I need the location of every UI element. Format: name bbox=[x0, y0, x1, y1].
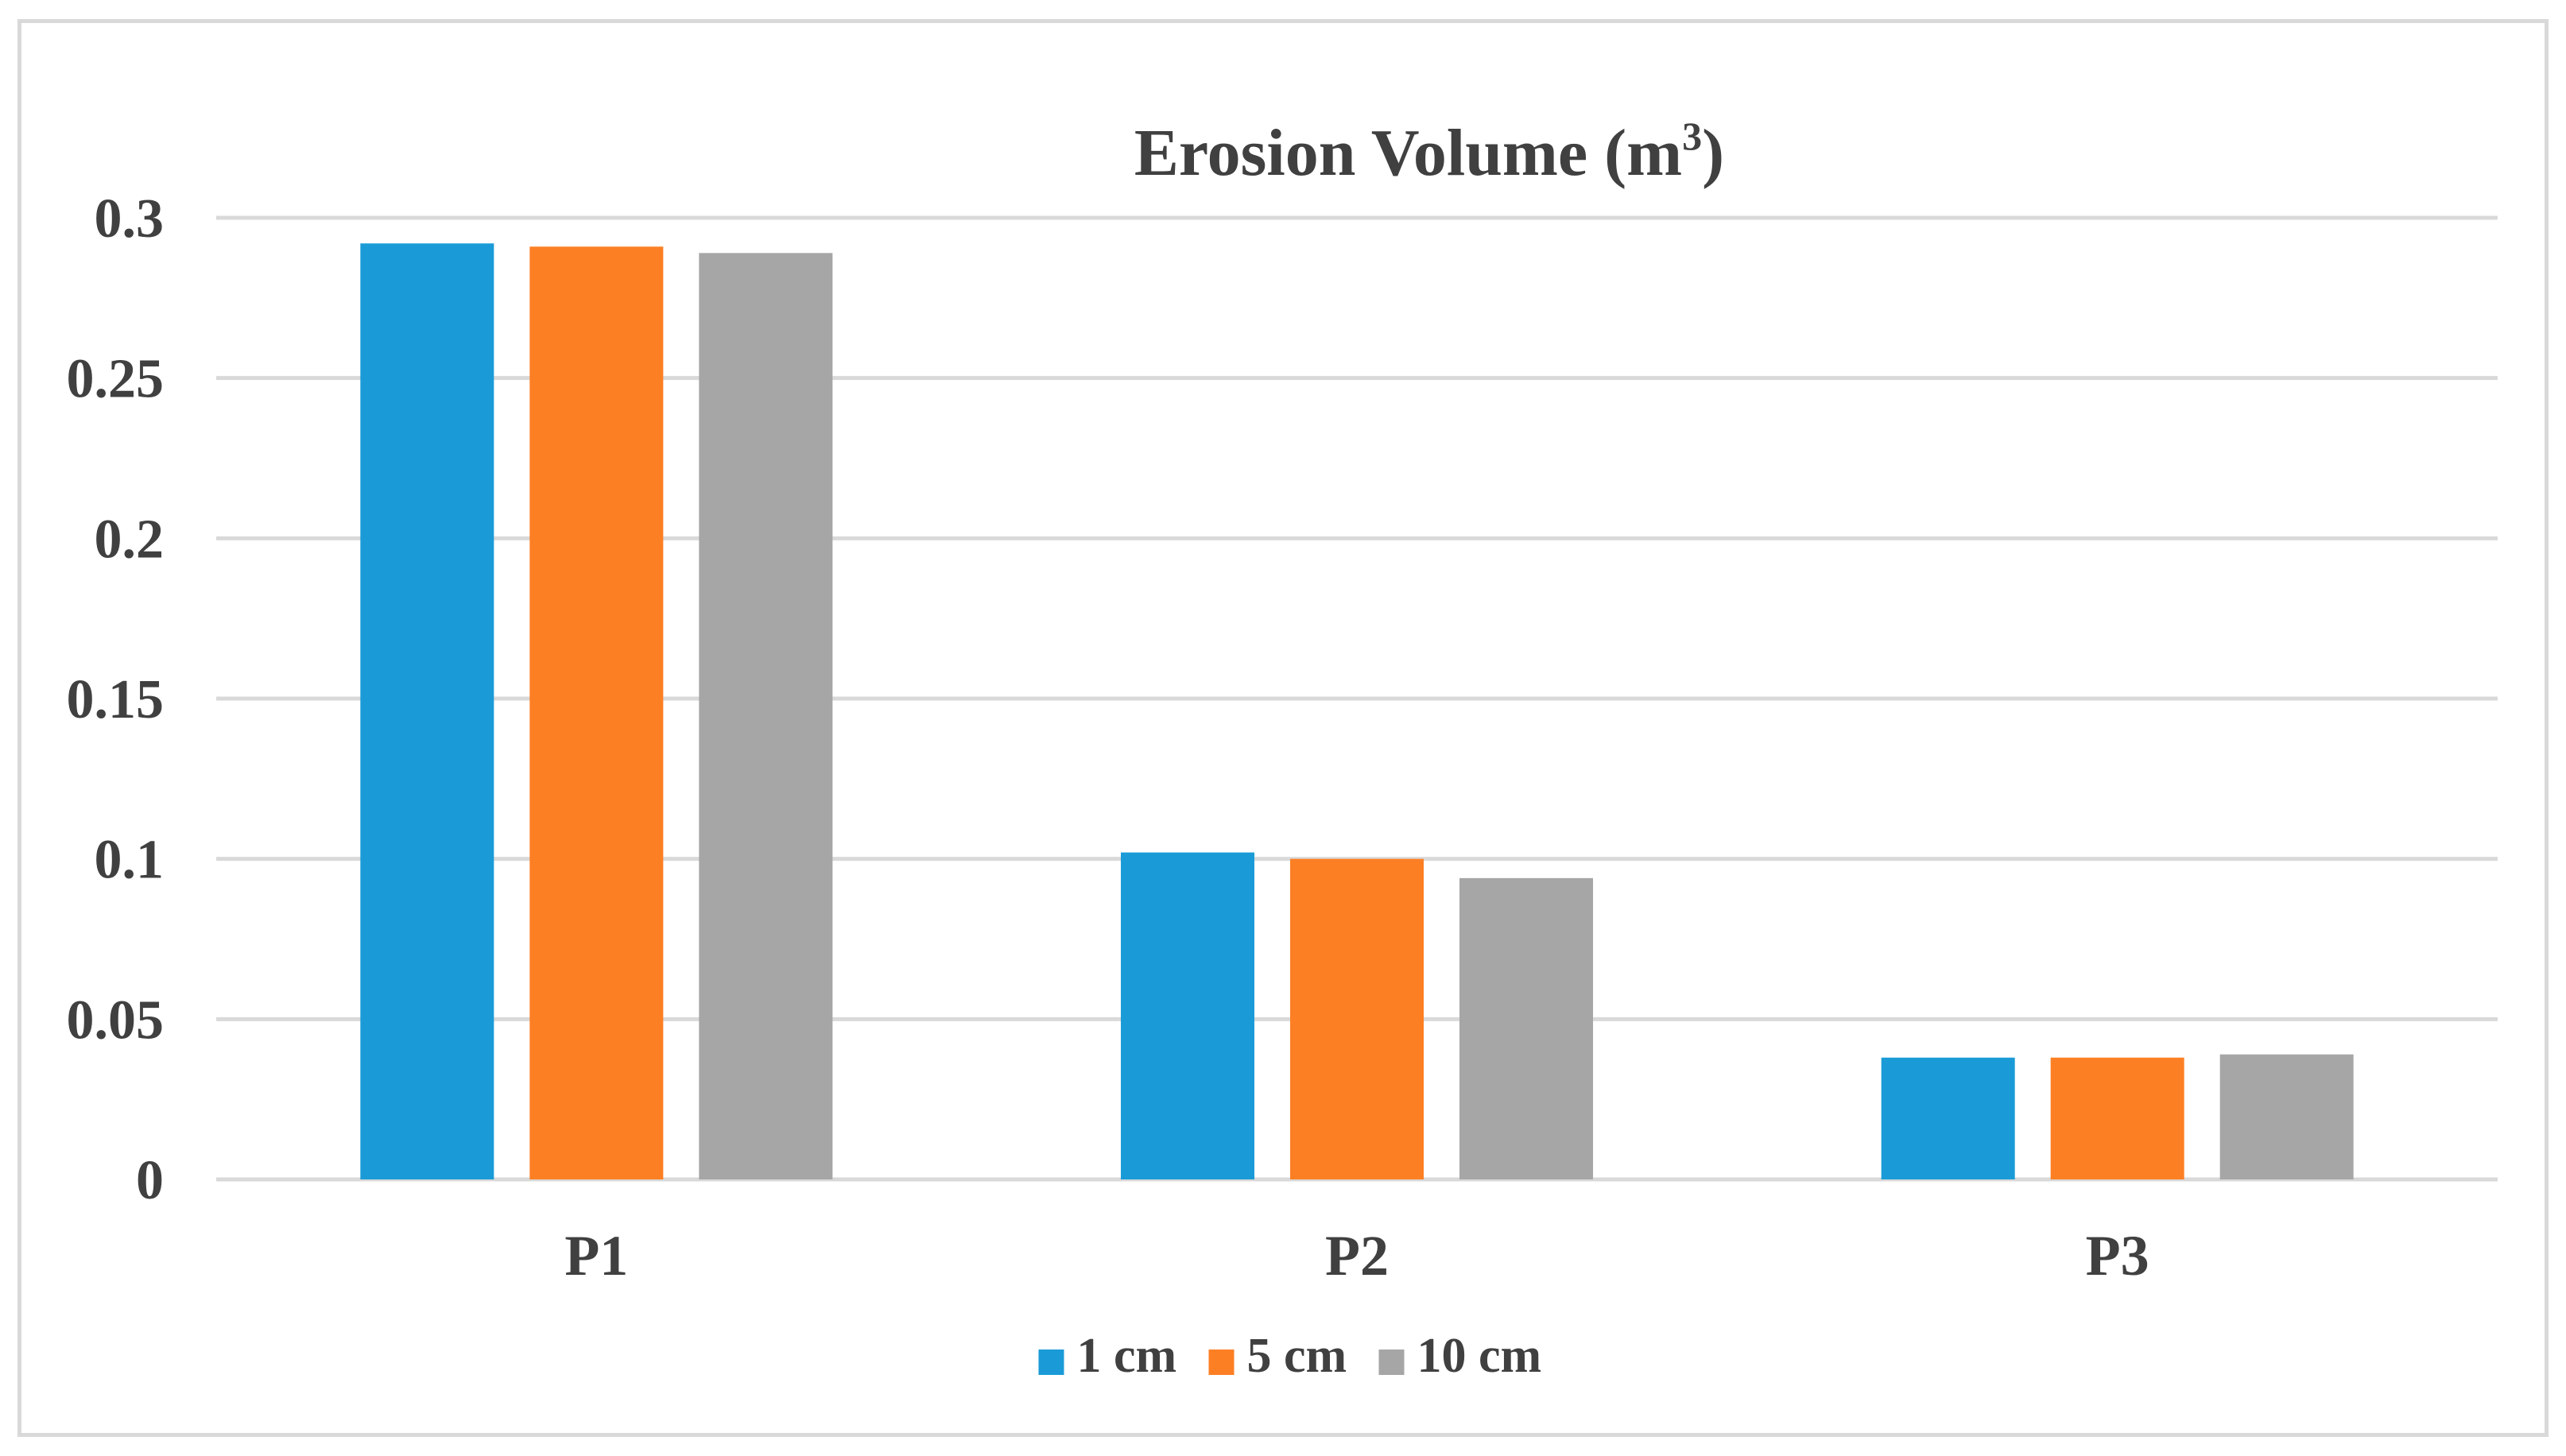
bar-p1-series-2 bbox=[529, 246, 664, 1179]
y-tick-label: 0.3 bbox=[95, 188, 165, 250]
bar-p1-series-1 bbox=[360, 243, 494, 1180]
legend-swatch bbox=[1208, 1350, 1235, 1375]
legend-item: 10 cm bbox=[1378, 1329, 1542, 1383]
x-category-label: P2 bbox=[1325, 1224, 1389, 1288]
chart-title-closing: ) bbox=[1702, 116, 1724, 190]
legend-label: 5 cm bbox=[1247, 1329, 1347, 1383]
x-axis-category-labels: P1 P2 P3 bbox=[564, 1224, 2149, 1288]
legend-item: 5 cm bbox=[1208, 1329, 1347, 1383]
bar-p1-series-3 bbox=[699, 253, 833, 1179]
chart-title: Erosion Volume (m3) bbox=[1134, 114, 1724, 190]
bar-p2-series-1 bbox=[1121, 852, 1254, 1179]
legend-label: 10 cm bbox=[1417, 1329, 1542, 1383]
y-tick-label: 0.05 bbox=[67, 989, 165, 1051]
x-category-label: P1 bbox=[564, 1224, 628, 1288]
y-axis-tick-labels: 0 0.05 0.1 0.15 0.2 0.25 0.3 bbox=[67, 188, 165, 1211]
legend-swatch bbox=[1038, 1350, 1064, 1375]
legend-label: 1 cm bbox=[1077, 1329, 1177, 1383]
bar-p3-series-1 bbox=[1881, 1057, 2015, 1179]
legend: 1 cm 5 cm 10 cm bbox=[1038, 1329, 1542, 1383]
y-tick-label: 0 bbox=[136, 1150, 164, 1211]
y-tick-label: 0.2 bbox=[95, 509, 165, 570]
bar-p2-series-3 bbox=[1459, 877, 1593, 1179]
y-tick-label: 0.1 bbox=[95, 830, 165, 891]
y-tick-label: 0.25 bbox=[67, 349, 165, 410]
bars bbox=[360, 243, 2354, 1180]
legend-swatch bbox=[1378, 1350, 1405, 1375]
legend-item: 1 cm bbox=[1038, 1329, 1177, 1383]
chart-title-superscript: 3 bbox=[1682, 114, 1702, 158]
x-category-label: P3 bbox=[2086, 1224, 2149, 1288]
bar-p3-series-3 bbox=[2219, 1054, 2354, 1179]
bar-p2-series-2 bbox=[1290, 858, 1424, 1179]
chart-title-main: Erosion Volume (m bbox=[1134, 116, 1682, 190]
bar-p3-series-2 bbox=[2050, 1057, 2184, 1179]
y-tick-label: 0.15 bbox=[67, 669, 165, 730]
